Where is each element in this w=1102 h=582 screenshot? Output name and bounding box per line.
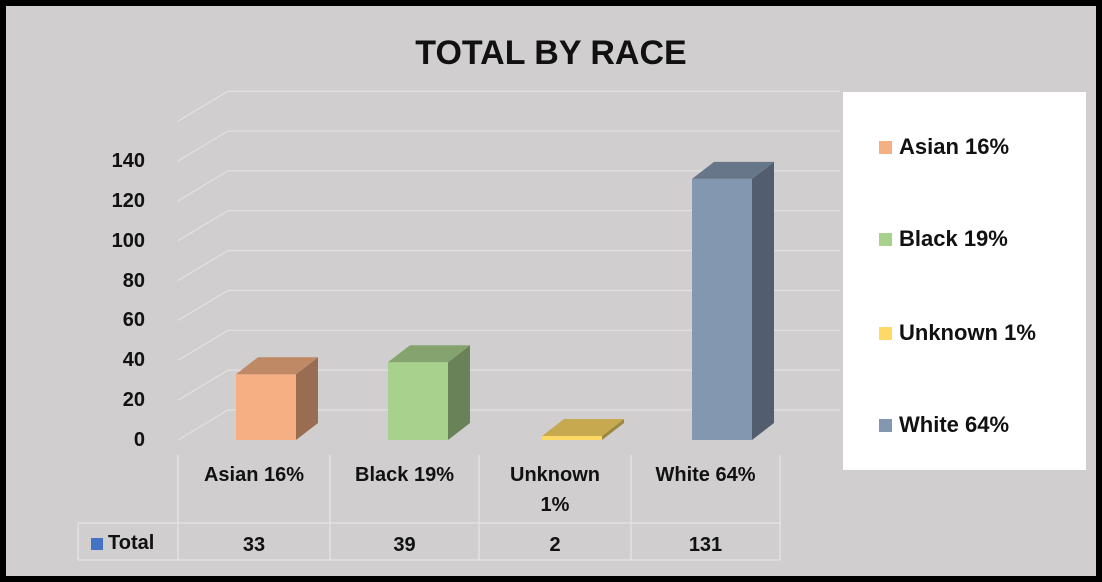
bar-top xyxy=(542,419,624,437)
legend-swatch xyxy=(879,418,892,432)
legend-swatch xyxy=(879,326,892,340)
x-tick-label: Black 19% xyxy=(355,464,454,486)
legend: Asian 16% Black 19% Unknown 1% White 64% xyxy=(843,92,1086,470)
data-table-value: 2 xyxy=(549,534,561,556)
bar-top xyxy=(692,161,774,179)
chart-plot xyxy=(77,90,840,561)
data-table-key-swatch xyxy=(91,537,103,550)
bar-side xyxy=(602,419,624,440)
data-table-row-label-text: Total xyxy=(108,532,155,554)
gridline xyxy=(177,289,840,321)
bar-front xyxy=(542,436,602,440)
legend-swatch xyxy=(879,140,892,154)
legend-label: Black 19% xyxy=(899,226,1008,251)
y-tick-label: 60 xyxy=(122,309,145,332)
bar xyxy=(542,419,624,440)
gridline xyxy=(177,249,840,282)
bar xyxy=(388,345,470,440)
legend-item: Asian 16% xyxy=(879,134,1009,160)
legend-item: Black 19% xyxy=(879,226,1008,252)
legend-item: Unknown 1% xyxy=(879,320,1036,346)
bar-front xyxy=(388,362,448,440)
gridline xyxy=(177,369,840,401)
x-tick-label: Unknown 1% xyxy=(510,464,600,516)
gridline xyxy=(177,170,840,202)
data-table-value: 131 xyxy=(688,534,723,556)
data-table-row-label: Total xyxy=(91,532,154,555)
bar-side xyxy=(296,357,318,440)
bar xyxy=(692,161,774,440)
gridline xyxy=(177,409,840,441)
x-tick-label: Asian 16% xyxy=(203,464,305,486)
y-tick-label: 40 xyxy=(122,349,145,372)
y-tick-label: 120 xyxy=(111,189,145,212)
bar-top xyxy=(236,357,318,375)
gridline xyxy=(177,210,840,242)
legend-item: White 64% xyxy=(879,412,1009,438)
gridline xyxy=(177,130,840,162)
y-tick-label: 80 xyxy=(122,269,145,292)
legend-swatch xyxy=(879,232,892,246)
bar-side xyxy=(448,345,470,440)
y-tick-label: 140 xyxy=(111,150,145,172)
bar-front xyxy=(692,178,752,440)
gridline xyxy=(177,90,840,122)
chart-title: TOTAL BY RACE xyxy=(415,34,687,72)
legend-label: Asian 16% xyxy=(899,134,1010,159)
bar xyxy=(236,357,318,440)
x-tick-label: White 64% xyxy=(655,464,756,486)
data-table-value: 33 xyxy=(242,534,266,556)
data-table-value: 39 xyxy=(393,534,416,556)
y-tick-label: 20 xyxy=(122,389,145,412)
legend-label: Unknown 1% xyxy=(899,320,1036,345)
bar-top xyxy=(388,345,470,363)
bar-side xyxy=(752,161,774,440)
y-tick-label: 0 xyxy=(133,429,145,451)
bar-front xyxy=(236,374,296,440)
gridline xyxy=(177,329,840,361)
legend-label: White 64% xyxy=(899,412,1010,437)
y-tick-label: 100 xyxy=(111,229,145,252)
